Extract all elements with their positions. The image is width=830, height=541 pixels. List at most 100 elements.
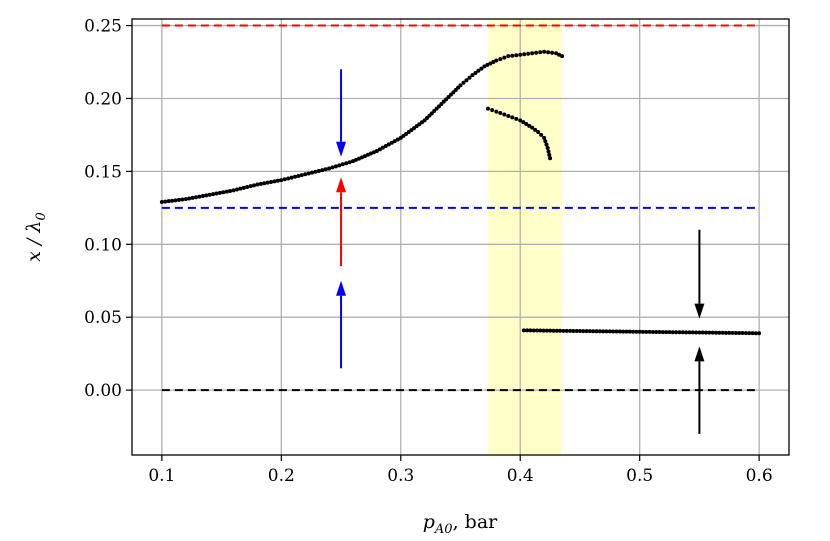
reference-lines-layer [161, 24, 760, 392]
data-point [224, 189, 229, 194]
arrow [336, 177, 347, 267]
data-point [214, 191, 219, 196]
arrow-head [336, 141, 347, 157]
data-point [238, 186, 243, 191]
data-point [170, 198, 175, 203]
data-point [554, 51, 559, 56]
data-point [518, 118, 523, 123]
data-point [650, 329, 655, 334]
data-point [221, 190, 226, 195]
series-1 [159, 49, 565, 205]
data-point [395, 137, 400, 142]
data-point [750, 331, 755, 336]
x-axis-label-unit: , bar [453, 511, 499, 533]
data-point [727, 330, 732, 335]
data-point [690, 330, 695, 335]
data-point [166, 199, 171, 204]
data-point [611, 329, 616, 334]
data-point [286, 176, 291, 181]
y-tick-label: 0.15 [84, 162, 122, 182]
data-point [558, 328, 563, 333]
data-point [292, 174, 297, 179]
y-tick-label: 0.10 [84, 235, 122, 255]
data-point [544, 328, 549, 333]
data-point [359, 155, 364, 160]
data-point [753, 331, 758, 336]
data-point [228, 188, 233, 193]
x-axis-label: pA0, bar [423, 511, 498, 537]
data-point [252, 183, 257, 188]
data-point [677, 330, 682, 335]
data-point [637, 329, 642, 334]
data-points-layer [159, 49, 762, 336]
data-point [204, 193, 209, 198]
data-point [333, 164, 338, 169]
arrow-head [336, 280, 347, 296]
x-tick-label: 0.4 [507, 466, 534, 486]
data-point [528, 328, 533, 333]
data-point [289, 175, 294, 180]
grid-layer [132, 19, 789, 455]
data-point [180, 197, 185, 202]
data-point [667, 330, 672, 335]
data-point [527, 123, 532, 128]
data-point [524, 121, 529, 126]
data-point [476, 68, 481, 73]
data-point [647, 329, 652, 334]
data-point [383, 144, 388, 149]
data-point [533, 127, 538, 132]
data-point [601, 329, 606, 334]
data-point [584, 329, 589, 334]
data-point [543, 139, 548, 144]
data-point [506, 54, 511, 59]
x-tick-label: 0.5 [626, 466, 653, 486]
data-point [248, 184, 253, 189]
y-axis-label: x / λ0 [23, 212, 49, 262]
data-point [265, 180, 270, 185]
data-point [350, 159, 355, 164]
data-point [571, 328, 576, 333]
arrow [694, 229, 705, 319]
data-point [550, 50, 555, 55]
x-tick-label: 0.3 [387, 466, 414, 486]
data-point [730, 330, 735, 335]
data-point [531, 328, 536, 333]
data-point [458, 83, 463, 88]
data-point [607, 329, 612, 334]
x-axis-label-subscript: A0 [434, 522, 453, 537]
data-point [356, 156, 361, 161]
data-point [347, 160, 352, 165]
data-point [710, 330, 715, 335]
data-point [591, 329, 596, 334]
data-point [183, 197, 188, 202]
data-point [269, 180, 274, 185]
data-point [173, 198, 178, 203]
data-point [374, 148, 379, 153]
data-point [534, 50, 539, 55]
data-point [163, 199, 168, 204]
data-point [510, 53, 515, 58]
data-point [296, 173, 301, 178]
data-point [714, 330, 718, 335]
data-point [574, 329, 579, 334]
data-point [479, 66, 484, 71]
data-point [577, 329, 582, 334]
data-point [467, 75, 472, 80]
data-point [510, 115, 515, 120]
data-point [392, 139, 397, 144]
data-point [353, 157, 358, 162]
data-point [723, 330, 728, 335]
data-point [272, 179, 277, 184]
data-point [539, 132, 544, 137]
data-point [485, 106, 490, 111]
data-point [694, 330, 699, 335]
data-point [594, 329, 599, 334]
data-point [211, 192, 216, 197]
data-point [544, 142, 549, 147]
data-point [551, 328, 556, 333]
data-point [488, 61, 493, 66]
data-point [548, 156, 553, 161]
data-point [757, 331, 762, 336]
data-point [657, 330, 662, 335]
arrows-layer [336, 69, 705, 434]
